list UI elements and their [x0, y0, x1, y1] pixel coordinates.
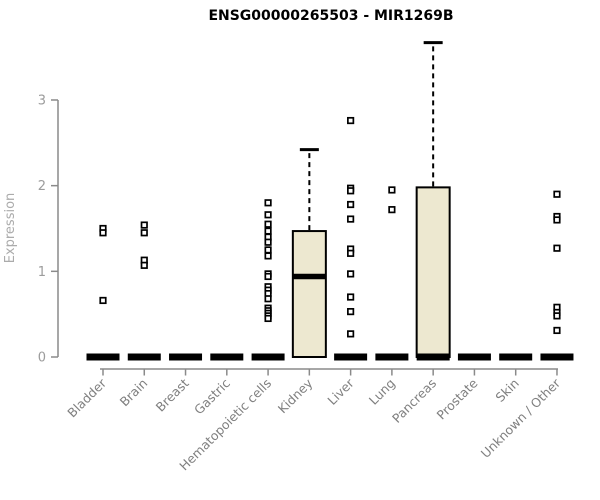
median-zero-bar-brain [127, 353, 161, 361]
median-zero-bar-pancreas [416, 353, 450, 361]
outlier-point-unknown-other [553, 190, 561, 198]
y-tick-label: 1 [38, 265, 46, 280]
median-zero-bar-hematopoietic-cells [251, 353, 285, 361]
y-tick-label: 0 [38, 351, 46, 366]
median-zero-bar-gastric [210, 353, 244, 361]
x-tick-label-lung: Lung [366, 376, 398, 408]
median-zero-bar-breast [169, 353, 203, 361]
x-tick-label-breast: Breast [153, 375, 192, 414]
outlier-point-liver [347, 307, 355, 316]
outlier-point-hematopoietic-cells [264, 246, 272, 254]
x-tick-label-prostate: Prostate [434, 375, 481, 422]
outlier-point-brain [140, 221, 148, 229]
x-tick-label-bladder: Bladder [64, 375, 109, 420]
x-tick-label-skin: Skin [492, 376, 521, 405]
outlier-point-liver [347, 187, 355, 195]
y-tick-label: 3 [38, 93, 46, 108]
outlier-point-hematopoietic-cells [264, 238, 272, 246]
outlier-point-liver [347, 249, 355, 257]
y-axis-title: Expression [3, 193, 18, 264]
outlier-point-hematopoietic-cells [264, 220, 272, 228]
outlier-point-liver [347, 116, 355, 125]
median-zero-bar-unknown-other [540, 353, 574, 361]
median-zero-bar-prostate [457, 353, 491, 361]
median-zero-bar-liver [334, 353, 368, 361]
outlier-point-hematopoietic-cells [264, 199, 272, 207]
outlier-point-hematopoietic-cells [264, 272, 272, 281]
outlier-point-lung [388, 206, 396, 214]
outlier-point-liver [347, 270, 355, 278]
median-zero-bar-lung [375, 353, 409, 361]
outlier-point-hematopoietic-cells [264, 295, 272, 303]
x-tick-label-unknown-other: Unknown / Other [478, 375, 564, 461]
median-zero-bar-bladder [86, 353, 120, 361]
outlier-point-brain [140, 229, 148, 237]
outlier-point-unknown-other [553, 244, 561, 252]
x-tick-label-brain: Brain [117, 376, 151, 410]
outlier-point-hematopoietic-cells [264, 227, 272, 235]
outlier-point-unknown-other [553, 326, 561, 335]
box-pancreas [415, 186, 451, 358]
x-tick-label-liver: Liver [324, 375, 357, 408]
outlier-point-hematopoietic-cells [264, 252, 272, 260]
chart-title: ENSG00000265503 - MIR1269B [208, 8, 454, 24]
outlier-point-bladder [99, 229, 107, 237]
box-kidney [291, 230, 327, 358]
x-tick-label-pancreas: Pancreas [389, 376, 439, 426]
outlier-point-bladder [99, 296, 107, 305]
outlier-point-liver [347, 330, 355, 338]
outlier-point-hematopoietic-cells [264, 314, 272, 323]
outlier-point-brain [140, 261, 148, 269]
median-zero-bar-skin [499, 353, 533, 361]
y-tick-label: 2 [38, 179, 46, 194]
outlier-point-lung [388, 186, 396, 194]
outlier-point-unknown-other [553, 312, 561, 320]
outlier-point-hematopoietic-cells [264, 211, 272, 219]
x-tick-label-kidney: Kidney [275, 375, 316, 416]
outlier-point-unknown-other [553, 216, 561, 224]
outlier-point-liver [347, 215, 355, 223]
outlier-point-liver [347, 200, 355, 209]
outlier-point-liver [347, 293, 355, 301]
